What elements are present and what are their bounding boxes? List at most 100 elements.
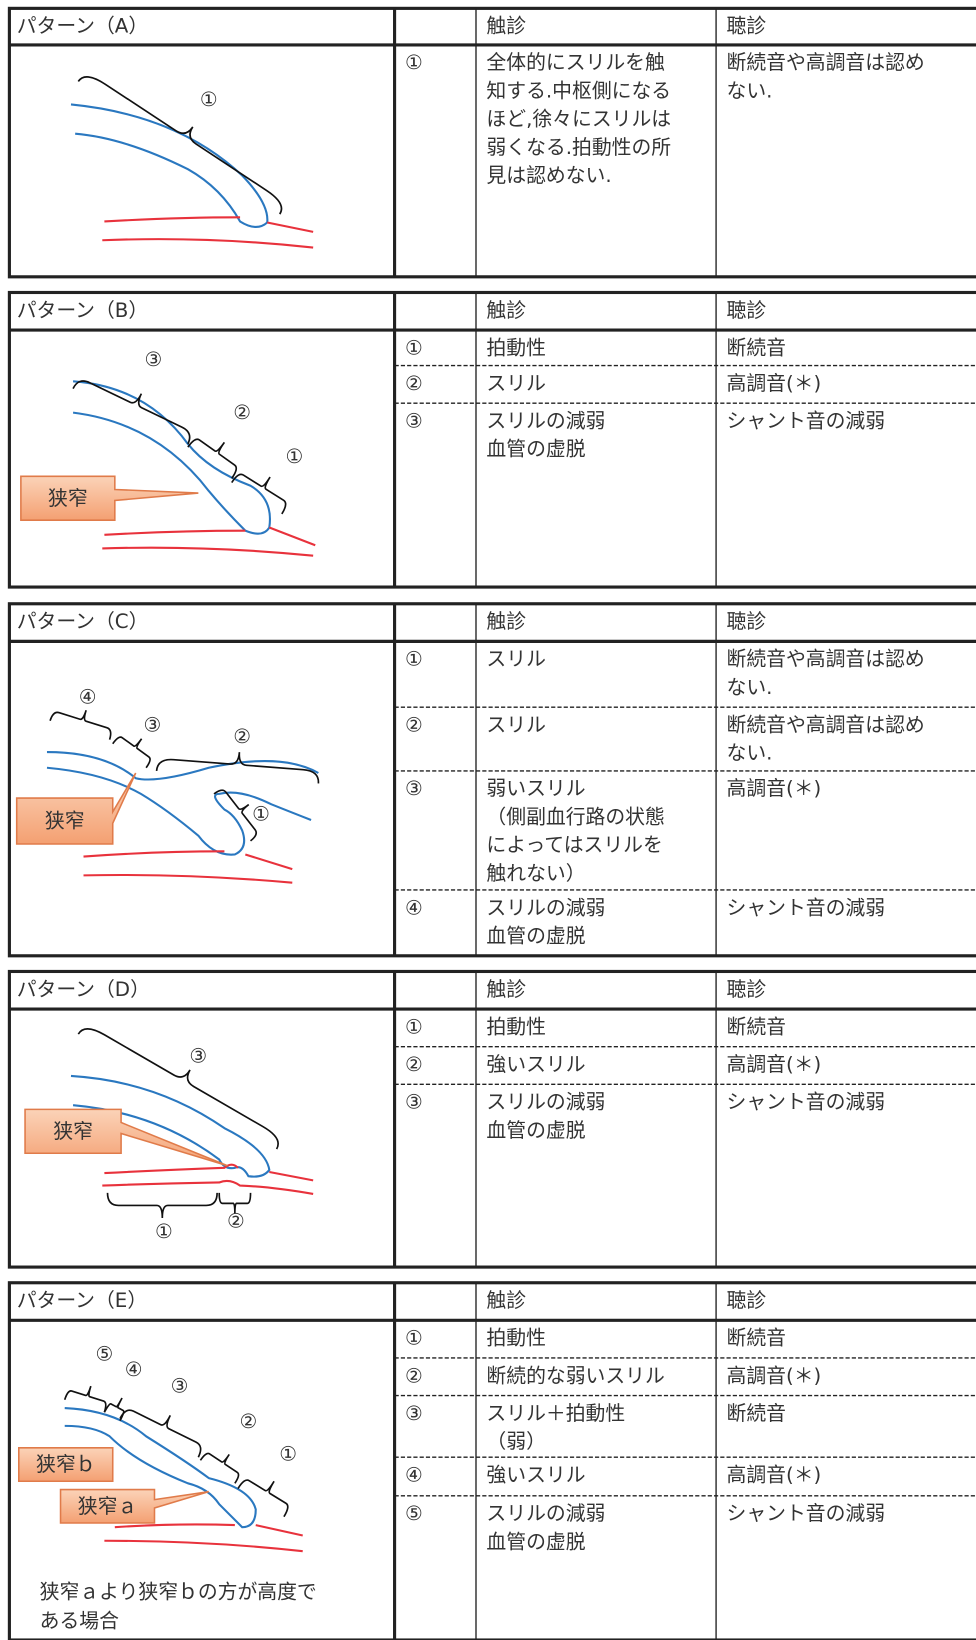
brace: [187, 438, 238, 479]
row-number: ④: [405, 1463, 423, 1486]
palpation-text: 血管の虚脱: [486, 438, 585, 461]
note: 狭窄ａより狭窄ｂの方が高度で: [40, 1580, 317, 1603]
brace: [49, 709, 112, 740]
artery: [102, 238, 314, 249]
palpation-text: 血管の虚脱: [486, 924, 585, 947]
auscultation-text: シャント音の減弱: [727, 896, 886, 919]
row-number: ④: [405, 896, 423, 919]
note: ある場合: [40, 1610, 119, 1633]
callout-box: [15, 772, 137, 845]
palpation-text: スリル＋拍動性: [486, 1402, 625, 1425]
palpation-text: によってはスリルを: [486, 834, 662, 857]
palpation-text: スリルの減弱: [486, 896, 605, 919]
artery: [268, 526, 316, 547]
palpation-text: 血管の虚脱: [486, 1119, 585, 1142]
panel-title: パターン（B）: [17, 299, 149, 322]
circle-label: ③: [189, 1045, 207, 1068]
auscultation-text: 断続音: [727, 1015, 786, 1038]
row-number: ②: [405, 713, 423, 736]
panel-title: パターン（A）: [17, 15, 149, 38]
palpation-text: スリル: [486, 713, 545, 736]
auscultation-text: シャント音の減弱: [727, 1502, 886, 1525]
row-number: ②: [405, 1364, 423, 1387]
circle-label: ②: [240, 1410, 258, 1433]
row-number: ②: [405, 372, 423, 395]
header-cell: 聴診: [727, 15, 767, 38]
auscultation-text: ない.: [727, 742, 773, 765]
circle-label: ①: [252, 802, 270, 825]
panel-title: パターン（D）: [17, 978, 150, 1001]
brace: [77, 1028, 279, 1150]
panel-border: [7, 6, 976, 279]
callout-box: [59, 1488, 209, 1524]
artery: [255, 1524, 303, 1537]
row-number: ⑤: [405, 1502, 423, 1525]
circle-label: ②: [233, 725, 251, 748]
auscultation-text: 高調音(＊): [727, 1364, 822, 1387]
panel-title: パターン（E）: [17, 1289, 147, 1312]
artery: [104, 216, 241, 223]
brace: [72, 380, 191, 445]
vessel: [46, 751, 319, 781]
artery: [244, 853, 293, 871]
auscultation-text: 断続音: [727, 1402, 786, 1425]
auscultation-text: 断続音: [727, 336, 786, 359]
palpation-text: 拍動性: [486, 1015, 545, 1038]
callout-box: [24, 1108, 228, 1167]
panel-border: [7, 1281, 976, 1640]
row-number: ①: [405, 1327, 423, 1350]
callout-label: 狭窄: [45, 810, 85, 833]
brace: [77, 76, 283, 215]
header-cell: 聴診: [727, 610, 767, 633]
callout-box: [18, 1447, 114, 1483]
circle-label: ②: [227, 1210, 245, 1233]
auscultation-text: 高調音(＊): [727, 1463, 822, 1486]
circle-label: ③: [144, 713, 162, 736]
header-cell: 聴診: [727, 299, 767, 322]
auscultation-text: ない.: [727, 676, 773, 699]
palpation-text: 触れない）: [486, 862, 585, 885]
palpation-text: （側副血行路の状態: [486, 805, 664, 828]
palpation-text: 拍動性: [486, 336, 545, 359]
artery: [269, 1170, 314, 1182]
auscultation-text: シャント音の減弱: [727, 410, 886, 433]
auscultation-text: 断続音や高調音は認め: [727, 51, 925, 74]
header-cell: 触診: [486, 978, 526, 1001]
panel-border: [7, 602, 976, 958]
vessel: [70, 1074, 271, 1178]
artery: [102, 1179, 314, 1195]
artery: [267, 221, 314, 233]
row-number: ②: [405, 1053, 423, 1076]
panel-border: [7, 969, 976, 1269]
header-cell: 触診: [486, 610, 526, 633]
auscultation-text: 高調音(＊): [727, 1053, 822, 1076]
palpation-text: ほど,徐々にスリルは: [486, 108, 671, 131]
auscultation-text: 断続音: [727, 1327, 786, 1350]
palpation-text: 強いスリル: [486, 1463, 585, 1486]
auscultation-text: 高調音(＊): [727, 372, 822, 395]
circle-label: ①: [279, 1443, 297, 1466]
brace: [155, 752, 320, 784]
brace: [119, 1409, 202, 1458]
circle-label: ④: [79, 685, 97, 708]
brace: [213, 789, 258, 842]
artery: [104, 529, 246, 536]
row-number: ③: [405, 410, 423, 433]
panel-border: [7, 290, 976, 589]
palpation-text: 知する.中枢側になる: [486, 79, 671, 102]
row-number: ③: [405, 777, 423, 800]
palpation-text: スリルの減弱: [486, 1091, 605, 1114]
artery: [83, 850, 225, 858]
header-cell: 触診: [486, 299, 526, 322]
callout-label: 狭窄: [48, 487, 88, 510]
artery: [114, 1523, 235, 1529]
callout-label: 狭窄ｂ: [36, 1453, 95, 1476]
callout-label: 狭窄ａ: [78, 1495, 137, 1518]
palpation-text: スリルの減弱: [486, 1502, 605, 1525]
auscultation-text: ない.: [727, 79, 773, 102]
palpation-text: 血管の虚脱: [486, 1530, 585, 1553]
circle-label: ①: [200, 88, 218, 111]
palpation-text: 全体的にスリルを触: [486, 51, 665, 74]
circle-label: ②: [233, 401, 251, 424]
